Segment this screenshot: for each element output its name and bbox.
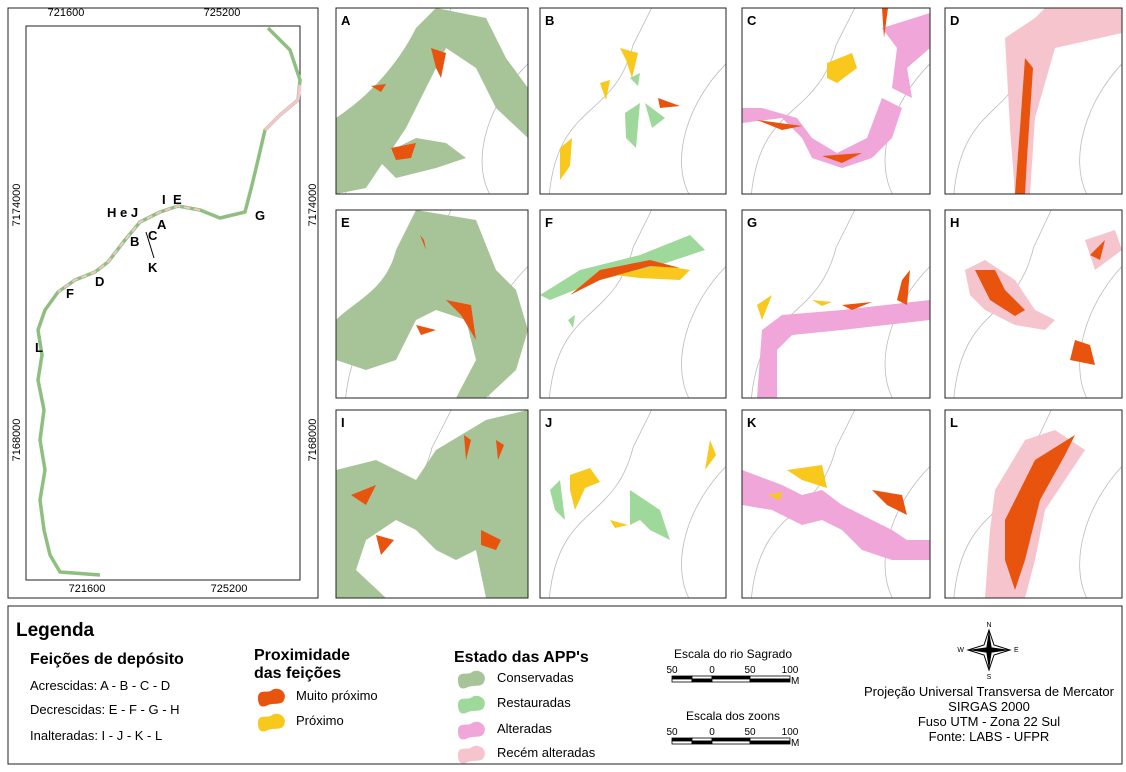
panel-letter: L xyxy=(950,415,958,430)
scale-tick: 0 xyxy=(709,665,715,676)
coord-label: 7174000 xyxy=(11,184,23,227)
zoom-panel: E xyxy=(336,210,528,398)
zoom-panel: K xyxy=(742,410,930,598)
scale-unit: M xyxy=(791,676,799,687)
legend-item: Conservadas xyxy=(497,670,574,685)
point-label: F xyxy=(66,286,74,301)
zoom-panel: D xyxy=(945,8,1122,194)
scale-bar xyxy=(712,679,750,682)
legend-heading: Feições de depósito xyxy=(30,651,184,668)
projection-text: Projeção Universal Transversa de Mercato… xyxy=(864,684,1115,699)
point-label: B xyxy=(130,234,139,249)
scale-bar xyxy=(692,676,712,679)
panel-letter: D xyxy=(950,13,959,28)
zoom-panel: H xyxy=(945,210,1122,398)
point-label: E xyxy=(173,192,182,207)
overview-inner xyxy=(26,26,300,580)
scale-bar xyxy=(750,741,790,744)
scale-tick: 50 xyxy=(744,727,756,738)
scale-tick: 50 xyxy=(666,665,678,676)
legend-item: Inalteradas: I - J - K - L xyxy=(30,728,162,743)
projection-text: Fuso UTM - Zona 22 Sul xyxy=(918,714,1060,729)
coord-label: 721600 xyxy=(69,583,106,595)
scale-bar xyxy=(672,676,692,679)
legend-item: Alteradas xyxy=(497,721,552,736)
zoom-panel: I xyxy=(336,410,528,598)
legend-item: Decrescidas: E - F - G - H xyxy=(30,702,180,717)
panel-letter: F xyxy=(545,215,553,230)
point-label: G xyxy=(255,208,265,223)
scale-tick: 50 xyxy=(666,727,678,738)
legend-heading: das feições xyxy=(254,665,341,682)
point-label: D xyxy=(95,274,104,289)
zoom-panel: A xyxy=(336,8,528,194)
legend-heading: Estado das APP's xyxy=(454,649,589,666)
point-label: A xyxy=(157,217,167,232)
legend-item: Acrescidas: A - B - C - D xyxy=(30,678,170,693)
scale-bar xyxy=(712,741,750,744)
compass-letter: W xyxy=(957,647,964,654)
scale-bar xyxy=(712,738,750,741)
zoom-panel: J xyxy=(540,410,726,598)
zoom-panel: B xyxy=(540,8,726,194)
legend-title: Legenda xyxy=(16,620,95,641)
scale-bar xyxy=(692,679,712,682)
scale-tick: 0 xyxy=(709,727,715,738)
legend-heading: Proximidade xyxy=(254,647,350,664)
coord-label: 725200 xyxy=(204,7,241,19)
scale-bar xyxy=(750,738,790,741)
coord-label: 7168000 xyxy=(11,419,23,462)
projection-text: Fonte: LABS - UFPR xyxy=(929,729,1050,744)
projection-text: SIRGAS 2000 xyxy=(948,699,1030,714)
panel-letter: H xyxy=(950,215,959,230)
map-figure: 721600 725200 721600 725200 7174000 7168000 71… xyxy=(0,0,1126,767)
panel-letter: G xyxy=(747,215,757,230)
coord-label: 7168000 xyxy=(307,419,319,462)
scale-tick: 100 xyxy=(782,665,799,676)
point-label: L xyxy=(35,340,43,355)
zoom-panel: F xyxy=(540,210,726,398)
coord-label: 7174000 xyxy=(307,184,319,227)
panel-letter: C xyxy=(747,13,757,28)
scale-bar xyxy=(692,738,712,741)
zoom-panel: L xyxy=(945,410,1122,598)
scale-bar xyxy=(672,679,692,682)
scale-unit: M xyxy=(791,738,799,749)
scale-tick: 100 xyxy=(782,727,799,738)
scale-bar xyxy=(672,741,692,744)
panel-letter: B xyxy=(545,13,554,28)
point-label: I xyxy=(162,192,166,207)
scale-bar xyxy=(712,676,750,679)
panel-letter: E xyxy=(341,215,350,230)
zoom-panel: C xyxy=(742,8,930,194)
compass-letter: S xyxy=(987,674,992,681)
legend-item: Recém alteradas xyxy=(497,745,596,760)
coord-label: 721600 xyxy=(48,7,85,19)
panel-letter: K xyxy=(747,415,757,430)
zoom-panel: G xyxy=(742,210,930,398)
panel-letter: J xyxy=(545,415,552,430)
scale-title: Escala dos zoons xyxy=(686,709,780,723)
legend-item: Muito próximo xyxy=(296,688,378,703)
point-label: H e J xyxy=(107,205,138,220)
scale-bar xyxy=(750,679,790,682)
scale-tick: 50 xyxy=(744,665,756,676)
legend-item: Próximo xyxy=(296,713,344,728)
coord-label: 725200 xyxy=(211,583,248,595)
panel-letter: A xyxy=(341,13,351,28)
legend-item: Restauradas xyxy=(497,695,571,710)
compass-letter: N xyxy=(986,622,991,629)
scale-bar xyxy=(692,741,712,744)
panel-letter: I xyxy=(341,415,345,430)
scale-bar xyxy=(750,676,790,679)
scale-title: Escala do rio Sagrado xyxy=(674,647,792,661)
compass-letter: E xyxy=(1014,647,1019,654)
scale-bar xyxy=(672,738,692,741)
point-label: C xyxy=(148,228,158,243)
point-label: K xyxy=(148,260,158,275)
